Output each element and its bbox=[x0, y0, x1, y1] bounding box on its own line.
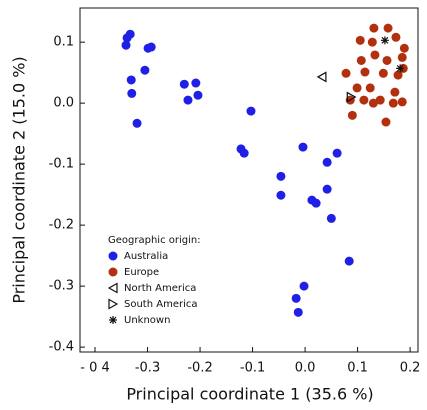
x-tick-label: 0.2 bbox=[400, 361, 421, 376]
point bbox=[397, 52, 407, 62]
legend-label: Europe bbox=[124, 267, 159, 278]
point bbox=[179, 79, 189, 89]
point bbox=[299, 281, 309, 291]
y-axis-title: Principal coordinate 2 (15.0 %) bbox=[10, 56, 29, 303]
x-tick-label: - 0 4 bbox=[80, 361, 110, 376]
point bbox=[132, 118, 142, 128]
point bbox=[368, 98, 378, 108]
x-tick-label: -0.2 bbox=[187, 361, 212, 376]
y-tick-label: -0.3 bbox=[49, 279, 74, 294]
point bbox=[332, 148, 342, 158]
point bbox=[396, 64, 405, 73]
y-tick-label: -0.4 bbox=[49, 340, 74, 355]
point bbox=[276, 190, 286, 200]
point bbox=[378, 68, 388, 78]
point bbox=[146, 42, 156, 52]
legend-marker bbox=[108, 267, 118, 277]
y-tick-label: 0.1 bbox=[53, 35, 74, 50]
point bbox=[298, 142, 308, 152]
point bbox=[183, 95, 193, 105]
legend-marker bbox=[108, 251, 118, 261]
x-tick-label: -0.3 bbox=[135, 361, 160, 376]
point bbox=[375, 95, 385, 105]
legend-label: South America bbox=[124, 299, 198, 310]
point bbox=[293, 307, 303, 317]
x-axis-title: Principal coordinate 1 (35.6 %) bbox=[126, 385, 373, 404]
x-tick-label: 0.0 bbox=[295, 361, 316, 376]
point bbox=[397, 97, 407, 107]
y-tick-label: 0.0 bbox=[53, 96, 74, 111]
point bbox=[322, 157, 332, 167]
legend-marker bbox=[109, 316, 117, 324]
plot-frame bbox=[79, 7, 419, 353]
x-tick-label: -0.1 bbox=[240, 361, 265, 376]
point bbox=[121, 40, 131, 50]
point bbox=[246, 106, 256, 116]
point bbox=[390, 87, 400, 97]
point bbox=[393, 70, 403, 80]
legend-label: Unknown bbox=[124, 315, 170, 326]
point bbox=[370, 50, 380, 60]
point bbox=[344, 256, 354, 266]
point bbox=[399, 43, 409, 53]
point bbox=[326, 213, 336, 223]
point bbox=[346, 91, 357, 103]
point bbox=[352, 83, 362, 93]
x-tick-label: 0.1 bbox=[347, 361, 368, 376]
legend-label: North America bbox=[124, 283, 196, 294]
legend-marker bbox=[107, 282, 118, 294]
point bbox=[355, 35, 365, 45]
legend-title: Geographic origin: bbox=[108, 235, 201, 246]
point bbox=[140, 65, 150, 75]
point bbox=[341, 68, 351, 78]
point bbox=[347, 110, 357, 120]
legend-marker bbox=[108, 298, 119, 310]
y-tick-label: -0.2 bbox=[49, 218, 74, 233]
y-tick-label: -0.1 bbox=[49, 157, 74, 172]
point bbox=[127, 88, 137, 98]
point bbox=[239, 148, 249, 158]
point bbox=[391, 32, 401, 42]
point bbox=[367, 37, 377, 47]
point bbox=[356, 55, 366, 65]
point bbox=[382, 55, 392, 65]
point bbox=[381, 117, 391, 127]
point bbox=[380, 36, 389, 45]
point bbox=[311, 198, 321, 208]
point bbox=[388, 98, 398, 108]
point bbox=[291, 293, 301, 303]
point bbox=[359, 95, 369, 105]
legend-label: Australia bbox=[124, 251, 168, 262]
point bbox=[191, 78, 201, 88]
point bbox=[365, 83, 375, 93]
point bbox=[369, 23, 379, 33]
point bbox=[360, 67, 370, 77]
point bbox=[383, 23, 393, 33]
point bbox=[122, 33, 132, 43]
point bbox=[322, 184, 332, 194]
point bbox=[276, 171, 286, 181]
point bbox=[193, 90, 203, 100]
point bbox=[316, 71, 327, 83]
point bbox=[126, 75, 136, 85]
